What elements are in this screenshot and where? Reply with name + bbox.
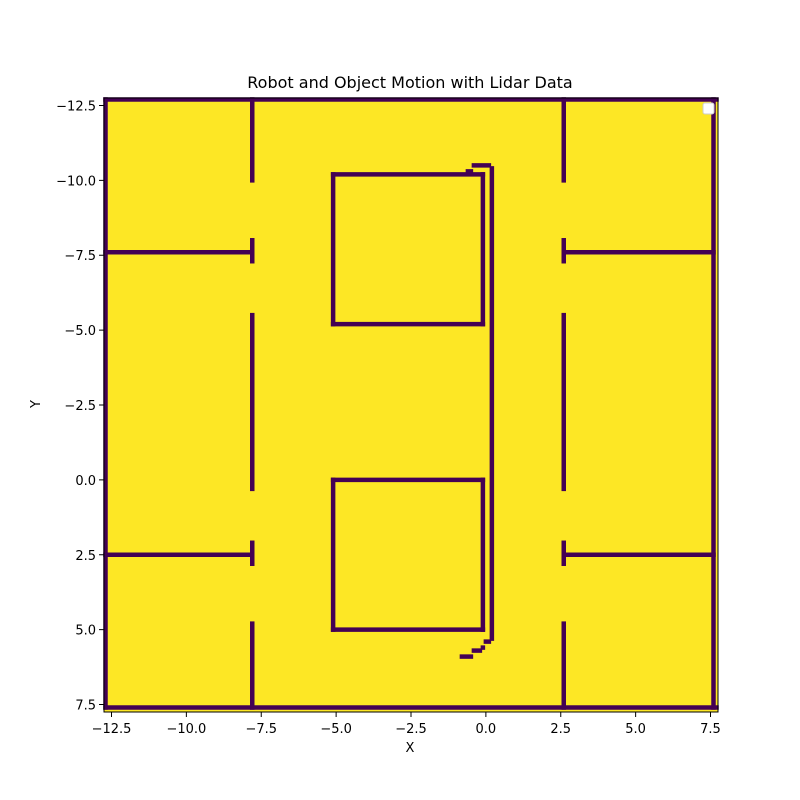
occupied-robot-path-top-hook <box>465 169 474 174</box>
occupied-border-left <box>103 97 108 710</box>
occupancy-segments <box>103 97 719 710</box>
x-tick-label: 2.5 <box>550 722 571 737</box>
y-tick-label: −5.0 <box>64 324 96 339</box>
occupied-left-room-upper-divider <box>103 250 255 255</box>
plot-area <box>103 97 719 713</box>
x-tick-label: −5.0 <box>320 722 352 737</box>
occupied-upper-box-right <box>480 172 486 327</box>
chart-title: Robot and Object Motion with Lidar Data <box>247 73 572 92</box>
occupied-border-right <box>711 97 716 710</box>
y-axis-ticks: −12.5 −10.0 −7.5 −5.0 −2.5 0.0 2.5 5.0 7.5 <box>56 99 104 714</box>
occupied-upper-box-top <box>330 172 486 177</box>
y-tick-label: 0.0 <box>75 474 96 489</box>
occupied-left-wall-seg-1 <box>250 97 255 183</box>
occupied-left-wall-seg-3 <box>250 312 255 492</box>
occupied-right-wall-seg-3 <box>561 312 566 492</box>
x-tick-label: −10.0 <box>166 722 206 737</box>
occupied-robot-path-vertical <box>489 166 495 641</box>
y-tick-label: −10.0 <box>56 174 96 189</box>
occupied-right-wall-seg-5 <box>561 621 566 710</box>
occupied-robot-path-bottom-3 <box>471 648 483 653</box>
occupied-upper-box-bottom <box>330 321 486 327</box>
x-tick-label: −2.5 <box>395 722 427 737</box>
occupied-right-room-lower-divider <box>561 552 716 557</box>
occupied-robot-path-top-cap <box>471 163 492 168</box>
y-tick-label: 5.0 <box>75 624 96 639</box>
occupied-right-room-upper-divider <box>561 250 716 255</box>
x-axis-label: X <box>406 741 415 756</box>
y-tick-label: 2.5 <box>75 549 96 564</box>
y-tick-label: 7.5 <box>75 699 96 714</box>
occupied-lower-box-bottom <box>330 627 486 632</box>
plot-background <box>104 98 718 712</box>
occupied-right-wall-seg-1 <box>561 97 566 183</box>
occupied-lower-box-top <box>330 477 486 483</box>
occupied-left-wall-seg-5 <box>250 621 255 710</box>
x-tick-label: 7.5 <box>700 722 721 737</box>
x-tick-label: −12.5 <box>92 722 132 737</box>
x-axis-ticks: −12.5 −10.0 −7.5 −5.0 −2.5 0.0 2.5 5.0 7.5 <box>92 712 721 737</box>
occupied-robot-path-bottom-4 <box>459 654 474 659</box>
occupied-robot-path-bottom-2 <box>480 645 486 650</box>
occupied-lower-box-right <box>480 477 486 632</box>
y-tick-label: −2.5 <box>64 399 96 414</box>
x-tick-label: 0.0 <box>476 722 497 737</box>
occupied-left-room-lower-divider <box>103 552 255 557</box>
x-tick-label: −7.5 <box>245 722 277 737</box>
x-tick-label: 5.0 <box>625 722 646 737</box>
occupied-lower-box-left <box>330 477 336 632</box>
y-axis-label: Y <box>29 400 44 409</box>
occupied-border-bottom <box>103 705 719 710</box>
y-tick-label: −7.5 <box>64 249 96 264</box>
y-tick-label: −12.5 <box>56 99 96 114</box>
occupied-robot-path-bottom-1 <box>483 639 492 644</box>
occupied-border-top <box>103 97 719 102</box>
occupied-upper-box-left <box>330 172 336 327</box>
legend-box <box>702 102 715 115</box>
